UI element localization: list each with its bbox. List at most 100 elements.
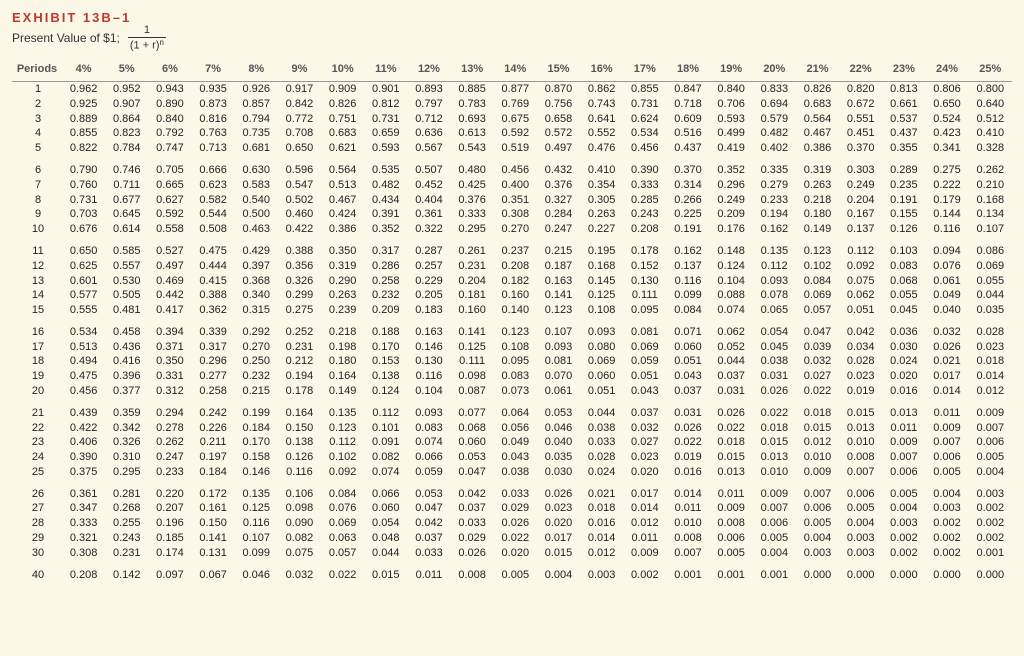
cell-value: 0.296 bbox=[710, 177, 753, 192]
cell-value: 0.071 bbox=[666, 324, 709, 339]
cell-value: 0.060 bbox=[451, 435, 494, 450]
cell-value: 0.047 bbox=[796, 324, 839, 339]
cell-value: 0.658 bbox=[537, 111, 580, 126]
cell-value: 0.463 bbox=[235, 222, 278, 237]
cell-value: 0.066 bbox=[364, 486, 407, 501]
cell-value: 0.666 bbox=[192, 163, 235, 178]
cell-value: 0.191 bbox=[882, 192, 925, 207]
cell-value: 0.076 bbox=[321, 501, 364, 516]
cell-value: 0.044 bbox=[364, 545, 407, 560]
cell-value: 0.885 bbox=[451, 81, 494, 96]
cell-value: 0.008 bbox=[451, 567, 494, 582]
cell-value: 0.437 bbox=[882, 126, 925, 141]
cell-value: 0.033 bbox=[494, 486, 537, 501]
cell-value: 0.022 bbox=[753, 405, 796, 420]
cell-value: 0.391 bbox=[364, 207, 407, 222]
cell-value: 0.093 bbox=[407, 405, 450, 420]
cell-value: 0.130 bbox=[623, 273, 666, 288]
cell-value: 0.010 bbox=[753, 465, 796, 480]
col-rate: 14% bbox=[494, 58, 537, 82]
cell-value: 0.093 bbox=[537, 339, 580, 354]
table-row: 270.3470.2680.2070.1610.1250.0980.0760.0… bbox=[12, 501, 1012, 516]
cell-value: 0.452 bbox=[407, 177, 450, 192]
cell-value: 0.112 bbox=[364, 405, 407, 420]
cell-period: 24 bbox=[12, 450, 62, 465]
cell-value: 0.022 bbox=[494, 531, 537, 546]
cell-value: 0.270 bbox=[494, 222, 537, 237]
cell-value: 0.247 bbox=[148, 450, 191, 465]
col-rate: 17% bbox=[623, 58, 666, 82]
cell-value: 0.060 bbox=[580, 369, 623, 384]
cell-value: 0.557 bbox=[105, 258, 148, 273]
cell-value: 0.422 bbox=[278, 222, 321, 237]
cell-value: 0.342 bbox=[105, 420, 148, 435]
cell-value: 0.613 bbox=[451, 126, 494, 141]
cell-value: 0.055 bbox=[969, 273, 1012, 288]
cell-value: 0.534 bbox=[62, 324, 105, 339]
cell-value: 0.208 bbox=[494, 258, 537, 273]
cell-value: 0.179 bbox=[925, 192, 968, 207]
cell-value: 0.125 bbox=[451, 339, 494, 354]
cell-value: 0.295 bbox=[105, 465, 148, 480]
cell-value: 0.061 bbox=[925, 273, 968, 288]
cell-value: 0.069 bbox=[580, 354, 623, 369]
cell-value: 0.080 bbox=[580, 339, 623, 354]
cell-value: 0.456 bbox=[62, 384, 105, 399]
cell-value: 0.125 bbox=[235, 501, 278, 516]
cell-value: 0.469 bbox=[148, 273, 191, 288]
cell-value: 0.111 bbox=[451, 354, 494, 369]
cell-value: 0.783 bbox=[451, 97, 494, 112]
cell-value: 0.194 bbox=[278, 369, 321, 384]
cell-value: 0.004 bbox=[839, 516, 882, 531]
cell-value: 0.331 bbox=[148, 369, 191, 384]
cell-period: 29 bbox=[12, 531, 62, 546]
cell-value: 0.011 bbox=[882, 420, 925, 435]
cell-value: 0.073 bbox=[494, 384, 537, 399]
cell-value: 0.354 bbox=[580, 177, 623, 192]
cell-value: 0.275 bbox=[925, 163, 968, 178]
cell-value: 0.037 bbox=[666, 384, 709, 399]
cell-value: 0.502 bbox=[278, 192, 321, 207]
cell-value: 0.095 bbox=[623, 303, 666, 318]
cell-value: 0.168 bbox=[969, 192, 1012, 207]
cell-value: 0.772 bbox=[278, 111, 321, 126]
cell-value: 0.416 bbox=[105, 354, 148, 369]
cell-value: 0.004 bbox=[753, 545, 796, 560]
cell-value: 0.005 bbox=[882, 486, 925, 501]
cell-value: 0.893 bbox=[407, 81, 450, 96]
cell-period: 10 bbox=[12, 222, 62, 237]
cell-value: 0.002 bbox=[925, 531, 968, 546]
cell-value: 0.583 bbox=[235, 177, 278, 192]
cell-value: 0.333 bbox=[623, 177, 666, 192]
cell-value: 0.564 bbox=[321, 163, 364, 178]
cell-value: 0.286 bbox=[364, 258, 407, 273]
cell-value: 0.029 bbox=[451, 531, 494, 546]
cell-value: 0.004 bbox=[796, 531, 839, 546]
cell-value: 0.032 bbox=[925, 324, 968, 339]
cell-value: 0.645 bbox=[105, 207, 148, 222]
table-row: 400.2080.1420.0970.0670.0460.0320.0220.0… bbox=[12, 567, 1012, 582]
cell-value: 0.319 bbox=[321, 258, 364, 273]
cell-period: 22 bbox=[12, 420, 62, 435]
col-rate: 21% bbox=[796, 58, 839, 82]
cell-value: 0.308 bbox=[494, 207, 537, 222]
cell-value: 0.362 bbox=[192, 303, 235, 318]
cell-value: 0.023 bbox=[623, 450, 666, 465]
cell-value: 0.009 bbox=[623, 545, 666, 560]
cell-value: 0.011 bbox=[623, 531, 666, 546]
cell-value: 0.135 bbox=[321, 405, 364, 420]
cell-value: 0.672 bbox=[839, 97, 882, 112]
cell-value: 0.074 bbox=[407, 435, 450, 450]
cell-value: 0.001 bbox=[710, 567, 753, 582]
cell-period: 17 bbox=[12, 339, 62, 354]
cell-value: 0.207 bbox=[148, 501, 191, 516]
cell-value: 0.321 bbox=[62, 531, 105, 546]
cell-value: 0.134 bbox=[969, 207, 1012, 222]
col-rate: 5% bbox=[105, 58, 148, 82]
cell-value: 0.019 bbox=[839, 384, 882, 399]
cell-value: 0.168 bbox=[580, 258, 623, 273]
cell-value: 0.564 bbox=[796, 111, 839, 126]
cell-value: 0.022 bbox=[321, 567, 364, 582]
cell-value: 0.243 bbox=[105, 531, 148, 546]
cell-value: 0.051 bbox=[580, 384, 623, 399]
